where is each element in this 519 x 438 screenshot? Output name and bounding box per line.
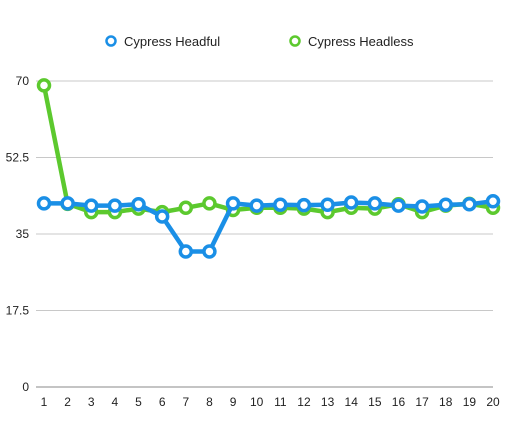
series-line-cypress-headless bbox=[41, 83, 496, 215]
x-tick-label: 4 bbox=[112, 395, 119, 409]
x-tick-label: 18 bbox=[439, 395, 453, 409]
legend-item-cypress-headful[interactable]: Cypress Headful bbox=[105, 34, 221, 49]
legend-marker-cypress-headful bbox=[105, 35, 117, 47]
y-tick-label: 52.5 bbox=[6, 151, 30, 165]
y-tick-label: 35 bbox=[16, 227, 30, 241]
series-cypress-headless bbox=[36, 78, 501, 220]
data-point-cypress-headful[interactable] bbox=[414, 199, 430, 214]
x-tick-label: 2 bbox=[64, 395, 71, 409]
x-axis-ticks: 1 2 3 4 5 6 7 8 9 10 11 12 13 14 15 16 17 18 19 20 bbox=[41, 395, 500, 409]
data-point-cypress-headful[interactable] bbox=[36, 196, 52, 211]
data-point-cypress-headful[interactable] bbox=[154, 209, 170, 224]
data-point-cypress-headful[interactable] bbox=[249, 198, 264, 213]
x-tick-label: 3 bbox=[88, 395, 95, 409]
x-tick-label: 12 bbox=[297, 395, 311, 409]
legend-label-cypress-headless: Cypress Headless bbox=[308, 34, 414, 49]
y-tick-label: 17.5 bbox=[6, 304, 30, 318]
data-point-cypress-headful[interactable] bbox=[438, 197, 453, 212]
x-tick-label: 19 bbox=[463, 395, 477, 409]
data-point-cypress-headful[interactable] bbox=[84, 198, 99, 213]
series-layer bbox=[36, 78, 501, 259]
x-tick-label: 13 bbox=[321, 395, 335, 409]
x-tick-label: 15 bbox=[368, 395, 382, 409]
series-cypress-headful bbox=[36, 193, 501, 259]
data-point-cypress-headless[interactable] bbox=[202, 196, 217, 211]
data-point-cypress-headless[interactable] bbox=[178, 200, 194, 216]
legend: Cypress Headful Cypress Headless bbox=[105, 34, 414, 49]
data-point-cypress-headful[interactable] bbox=[462, 197, 477, 212]
data-point-cypress-headful[interactable] bbox=[273, 197, 288, 212]
gridlines bbox=[36, 80, 493, 388]
x-tick-label: 17 bbox=[415, 395, 429, 409]
data-point-cypress-headful[interactable] bbox=[178, 244, 194, 259]
x-tick-label: 5 bbox=[135, 395, 142, 409]
x-tick-label: 8 bbox=[206, 395, 213, 409]
data-point-cypress-headful[interactable] bbox=[296, 197, 312, 213]
x-tick-label: 10 bbox=[250, 395, 264, 409]
data-point-cypress-headful[interactable] bbox=[225, 196, 241, 211]
data-point-cypress-headful[interactable] bbox=[367, 196, 383, 211]
x-tick-label: 11 bbox=[274, 395, 287, 409]
data-point-cypress-headful[interactable] bbox=[391, 198, 406, 213]
legend-marker-cypress-headless bbox=[289, 35, 301, 47]
data-point-cypress-headless[interactable] bbox=[36, 78, 52, 93]
data-point-cypress-headful[interactable] bbox=[485, 193, 501, 209]
x-tick-label: 7 bbox=[182, 395, 189, 409]
data-point-cypress-headful[interactable] bbox=[320, 197, 335, 212]
legend-label-cypress-headful: Cypress Headful bbox=[124, 34, 220, 49]
data-point-cypress-headful[interactable] bbox=[131, 197, 146, 212]
data-point-cypress-headful[interactable] bbox=[202, 244, 217, 259]
x-tick-label: 14 bbox=[345, 395, 359, 409]
x-tick-label: 9 bbox=[230, 395, 237, 409]
y-tick-label: 0 bbox=[22, 380, 29, 394]
data-point-cypress-headful[interactable] bbox=[343, 195, 359, 210]
data-point-cypress-headful[interactable] bbox=[107, 198, 123, 213]
x-tick-label: 16 bbox=[392, 395, 406, 409]
y-axis-ticks: 0 17.5 35 52.5 70 bbox=[6, 74, 30, 394]
x-tick-label: 6 bbox=[159, 395, 166, 409]
legend-item-cypress-headless[interactable]: Cypress Headless bbox=[289, 34, 414, 49]
x-tick-label: 1 bbox=[41, 395, 48, 409]
data-point-cypress-headful[interactable] bbox=[60, 196, 75, 211]
x-tick-label: 20 bbox=[486, 395, 500, 409]
y-tick-label: 70 bbox=[16, 74, 30, 88]
